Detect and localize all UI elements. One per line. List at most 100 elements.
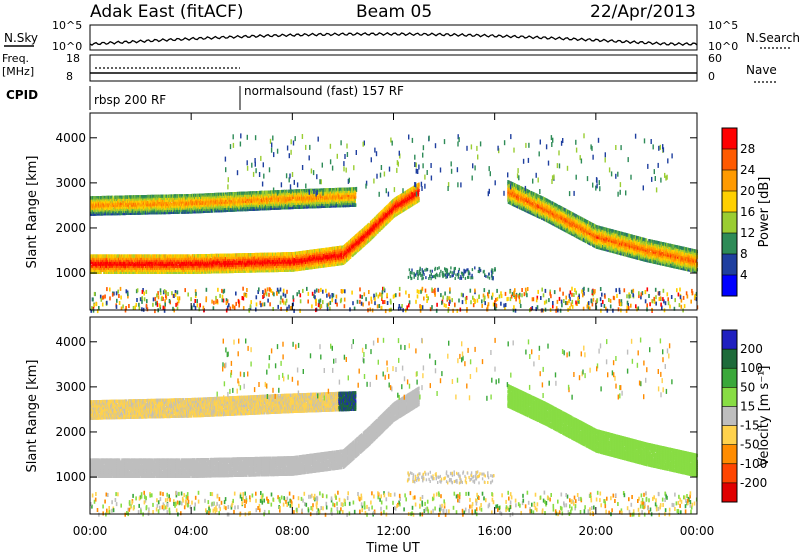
range-cell-speckle	[573, 293, 575, 297]
range-cell-speckle	[221, 289, 223, 293]
range-cell-speckle	[250, 304, 252, 308]
freq-panel: Freq. [MHz] 18 8 60 0 Nave	[2, 52, 777, 83]
range-cell-speckle	[266, 292, 268, 296]
range-cell-speckle	[318, 299, 320, 303]
range-cell-speckle	[570, 290, 572, 294]
range-cell-speckle	[507, 297, 509, 301]
range-cell-speckle	[344, 289, 346, 293]
range-cell-speckle	[561, 300, 563, 304]
range-cell-speckle	[351, 291, 353, 295]
range-cell-speckle	[509, 290, 511, 294]
range-cell-speckle	[630, 304, 632, 308]
range-cell-speckle	[405, 291, 407, 295]
range-cell-speckle	[461, 293, 463, 297]
range-cell-speckle	[514, 288, 516, 292]
range-cell-speckle	[141, 300, 143, 304]
range-cell-speckle	[128, 304, 130, 308]
range-cell-speckle	[478, 295, 480, 299]
range-cell-speckle	[401, 304, 403, 308]
range-cell-speckle	[268, 293, 270, 297]
range-cell-speckle	[474, 289, 476, 293]
range-cell-speckle	[676, 288, 678, 292]
range-cell-speckle	[102, 303, 104, 307]
range-cell-speckle	[481, 299, 483, 303]
range-cell-speckle	[373, 294, 375, 298]
range-cell-speckle	[526, 293, 528, 297]
range-cell-speckle	[655, 295, 657, 299]
range-cell-speckle	[572, 300, 574, 304]
range-cell-speckle	[306, 287, 308, 291]
range-cell-speckle	[243, 297, 245, 301]
range-cell-speckle	[451, 298, 453, 302]
range-cell-speckle	[505, 303, 507, 307]
range-cell-speckle	[341, 289, 343, 293]
range-cell-speckle	[667, 297, 669, 301]
range-cell-speckle	[521, 293, 523, 297]
range-cell-speckle	[368, 290, 370, 294]
range-cell-speckle	[519, 299, 521, 303]
range-cell-speckle	[379, 304, 381, 308]
range-cell-speckle	[320, 299, 322, 303]
range-cell-speckle	[452, 309, 454, 313]
range-cell-speckle	[591, 299, 593, 303]
range-cell-speckle	[93, 309, 95, 313]
range-cell-speckle	[146, 304, 148, 308]
nave-tick-bottom: 0	[708, 70, 715, 83]
range-cell-speckle	[352, 301, 354, 305]
range-cell-speckle	[470, 289, 472, 293]
range-cell-speckle	[159, 303, 161, 307]
range-cell-speckle	[632, 293, 634, 297]
range-cell-speckle	[630, 294, 632, 298]
range-cell-speckle	[691, 289, 693, 293]
range-cell-speckle	[626, 294, 628, 298]
range-cell-speckle	[296, 292, 298, 296]
range-cell-speckle	[607, 309, 609, 313]
range-cell-speckle	[420, 290, 422, 294]
range-cell-speckle	[361, 302, 363, 306]
range-cell-speckle	[537, 290, 539, 294]
range-cell-speckle	[554, 290, 556, 294]
range-cell-speckle	[263, 293, 265, 297]
range-cell-speckle	[342, 289, 344, 293]
range-cell-speckle	[390, 301, 392, 305]
range-cell-speckle	[571, 293, 573, 297]
range-cell-speckle	[399, 287, 401, 291]
range-cell-speckle	[224, 289, 226, 293]
nsky-tick-top: 10^5	[52, 19, 82, 32]
range-cell-speckle	[568, 299, 570, 303]
range-cell-speckle	[594, 289, 596, 293]
range-cell-speckle	[444, 292, 446, 296]
range-cell-speckle	[648, 294, 650, 298]
range-cell-speckle	[505, 292, 507, 296]
range-cell-speckle	[608, 298, 610, 302]
range-cell-speckle	[678, 293, 680, 297]
range-cell-speckle	[371, 300, 373, 304]
range-cell-speckle	[440, 293, 442, 297]
range-cell-speckle	[379, 292, 381, 296]
range-cell-speckle	[122, 305, 124, 309]
range-cell-speckle	[360, 294, 362, 298]
range-cell-speckle	[133, 306, 135, 310]
range-cell-speckle	[616, 294, 618, 298]
range-cell-speckle	[488, 294, 490, 298]
range-cell-speckle	[106, 287, 108, 291]
range-cell-speckle	[500, 291, 502, 295]
range-cell-speckle	[500, 302, 502, 306]
range-cell-speckle	[368, 301, 370, 305]
range-cell-speckle	[234, 306, 236, 310]
range-cell-speckle	[243, 293, 245, 297]
range-cell-speckle	[286, 299, 288, 303]
range-cell-speckle	[417, 295, 419, 299]
range-cell-speckle	[157, 303, 159, 307]
range-cell-speckle	[314, 295, 316, 299]
range-cell-speckle	[344, 304, 346, 308]
range-cell-speckle	[206, 288, 208, 292]
range-cell-speckle	[152, 303, 154, 307]
range-cell-speckle	[141, 296, 143, 300]
range-cell-speckle	[199, 307, 201, 311]
range-cell-speckle	[290, 306, 292, 310]
range-cell-speckle	[408, 294, 410, 298]
range-cell-speckle	[633, 289, 635, 293]
range-cell-speckle	[430, 307, 432, 311]
